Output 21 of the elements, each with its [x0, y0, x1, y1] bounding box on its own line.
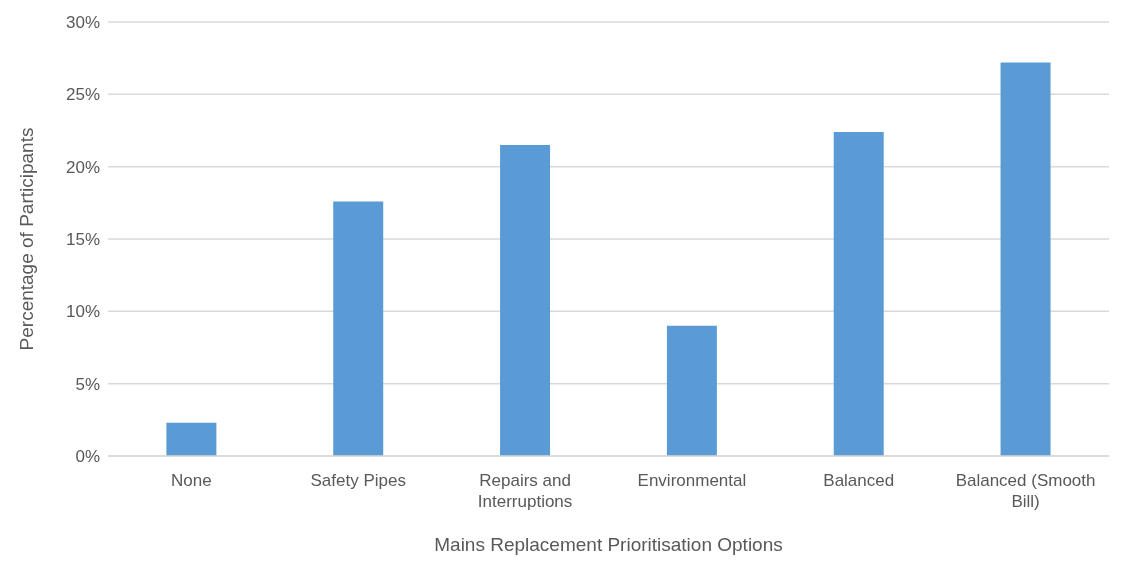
y-tick-label: 30%	[65, 13, 100, 33]
x-axis-title: Mains Replacement Prioritisation Options	[434, 534, 783, 555]
y-axis-title: Percentage of Participants	[15, 127, 37, 351]
y-tick-label: 10%	[65, 302, 100, 322]
y-tick-label: 5%	[75, 374, 100, 394]
bar	[666, 325, 717, 456]
bar	[833, 131, 884, 456]
bar	[500, 144, 551, 456]
x-tick-label: Repairs and Interruptions	[477, 471, 573, 511]
x-tick-label: Balanced (Smooth Bill)	[955, 471, 1096, 511]
x-tick-label: None	[171, 471, 212, 490]
x-tick-label: Environmental	[637, 471, 747, 490]
y-tick-label: 25%	[65, 85, 100, 105]
bar	[1000, 62, 1051, 456]
x-tick-label: Safety Pipes	[310, 471, 406, 490]
y-tick-label: 0%	[75, 447, 100, 467]
y-tick-label: 15%	[65, 230, 100, 250]
x-tick-label: Balanced	[823, 471, 895, 490]
y-tick-label: 20%	[65, 157, 100, 177]
bar	[333, 201, 384, 456]
bar	[166, 422, 217, 456]
